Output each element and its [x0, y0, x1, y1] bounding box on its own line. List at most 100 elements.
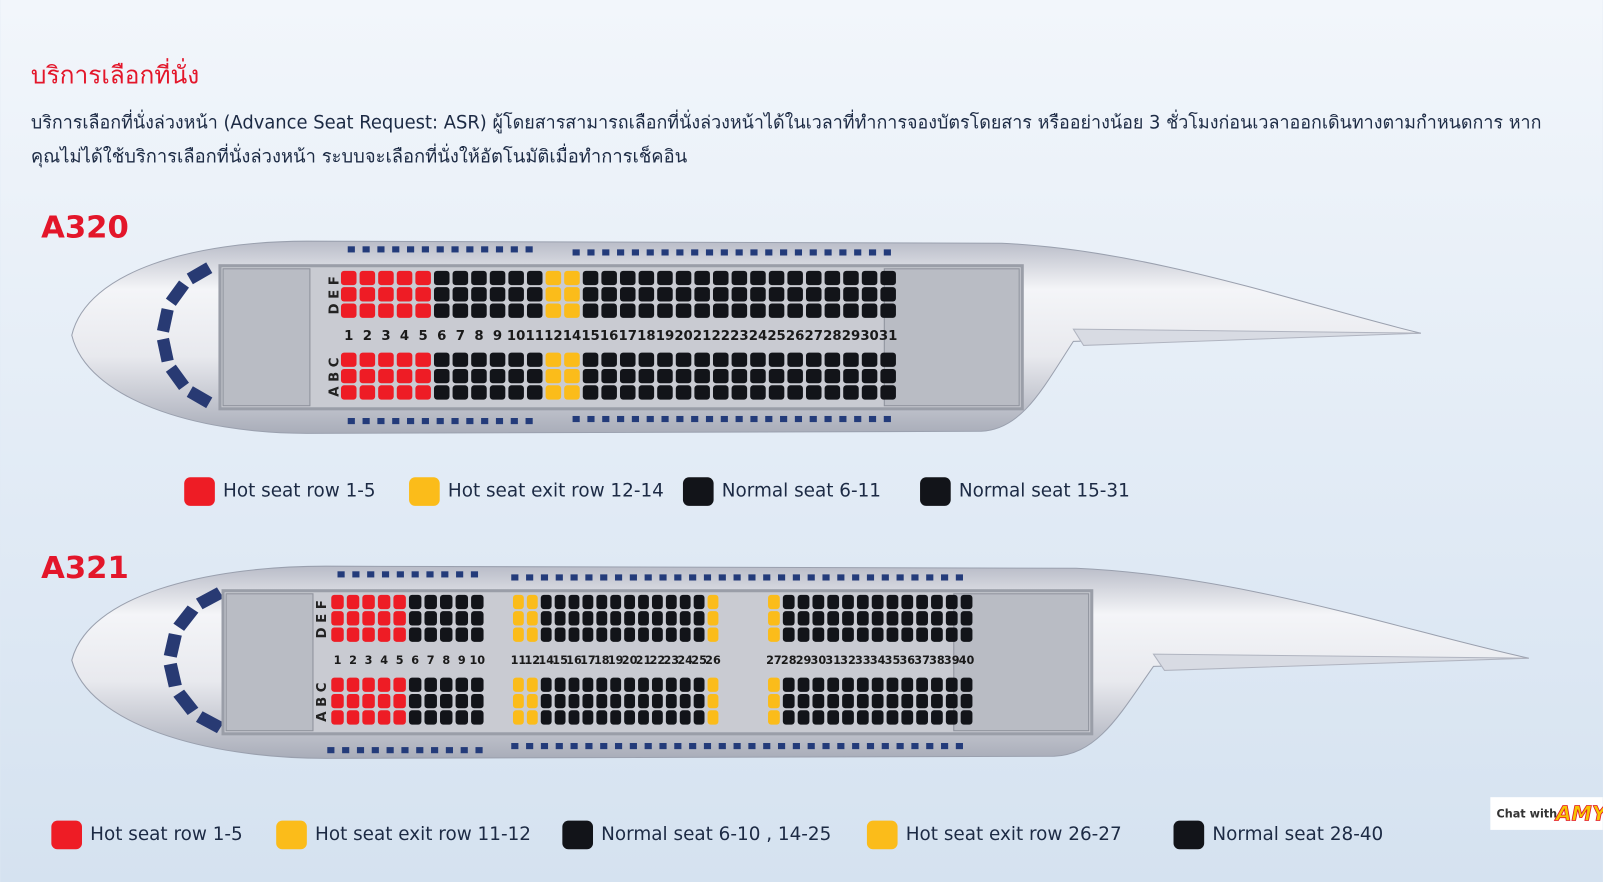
seat	[880, 352, 896, 367]
window	[854, 249, 862, 256]
seat	[651, 611, 663, 626]
seat	[768, 693, 780, 709]
seat	[861, 303, 878, 318]
window	[631, 415, 639, 423]
seat	[679, 611, 691, 626]
row-number: 34	[870, 654, 886, 667]
seat	[362, 677, 375, 692]
window	[572, 415, 580, 423]
seat	[768, 287, 785, 302]
seat	[396, 385, 413, 400]
seat	[651, 710, 663, 725]
seat	[731, 303, 748, 318]
seat	[787, 287, 803, 302]
window	[763, 743, 771, 750]
seat	[707, 627, 719, 642]
seat	[564, 270, 580, 286]
row-number: 29	[842, 329, 860, 344]
window	[955, 743, 963, 750]
seat	[624, 693, 636, 709]
row-number: 31	[825, 654, 841, 667]
seat	[827, 594, 840, 610]
seat-letters: D E F	[315, 600, 330, 638]
row-number: 27	[805, 329, 823, 344]
seat	[377, 710, 391, 725]
seat	[651, 594, 663, 610]
window	[941, 743, 949, 750]
cockpit-window	[156, 337, 174, 363]
seat	[886, 710, 899, 725]
cockpit-window	[163, 633, 182, 658]
legend-swatch	[51, 820, 83, 850]
seat	[540, 677, 552, 692]
window	[585, 743, 593, 750]
seat	[362, 710, 375, 725]
seat	[433, 287, 450, 302]
seat	[694, 303, 710, 318]
window	[718, 743, 726, 750]
seat	[679, 594, 691, 610]
seat	[856, 611, 869, 626]
seat	[824, 270, 841, 286]
seat	[624, 594, 636, 610]
seat	[424, 594, 437, 610]
window	[659, 574, 667, 581]
seat	[362, 693, 375, 709]
seat	[880, 287, 896, 302]
chat-button[interactable]: Chat with AMY	[1490, 797, 1603, 830]
window	[614, 743, 623, 750]
window	[540, 574, 549, 581]
seat	[842, 627, 854, 642]
window	[659, 743, 667, 750]
row-number: 11	[511, 654, 527, 667]
seat	[433, 270, 450, 286]
seat	[471, 710, 484, 725]
seat	[624, 611, 636, 626]
seat	[346, 627, 360, 642]
seat	[712, 368, 729, 384]
row-number: 18	[637, 329, 655, 344]
seat	[508, 303, 524, 318]
seat	[377, 611, 391, 626]
seat	[619, 270, 636, 286]
window	[466, 246, 474, 253]
window	[750, 249, 758, 256]
seat	[805, 385, 822, 400]
window	[792, 743, 800, 750]
legend-swatch	[1173, 820, 1205, 850]
seat	[512, 677, 524, 692]
window	[511, 743, 519, 750]
seat	[393, 627, 406, 642]
window	[911, 574, 919, 581]
seat	[812, 611, 825, 626]
seat	[433, 303, 450, 318]
seat	[651, 693, 663, 709]
window	[392, 418, 400, 425]
window	[411, 571, 419, 578]
seat	[393, 611, 406, 626]
seat	[861, 352, 878, 367]
seat	[564, 352, 580, 367]
window	[337, 571, 345, 578]
seat	[901, 693, 914, 709]
seat	[340, 287, 357, 302]
seat	[424, 693, 437, 709]
seat	[916, 611, 928, 626]
seat	[624, 627, 636, 642]
window	[765, 249, 773, 256]
seat	[455, 710, 469, 725]
seat	[768, 303, 785, 318]
seat	[582, 352, 599, 367]
seat	[554, 611, 566, 626]
window	[377, 418, 385, 425]
window	[852, 574, 860, 581]
window	[896, 574, 904, 581]
seat	[415, 270, 431, 286]
seat	[610, 594, 622, 610]
seat	[610, 693, 622, 709]
row-number: 39	[944, 654, 960, 667]
seat	[415, 352, 431, 367]
seat	[657, 352, 673, 367]
